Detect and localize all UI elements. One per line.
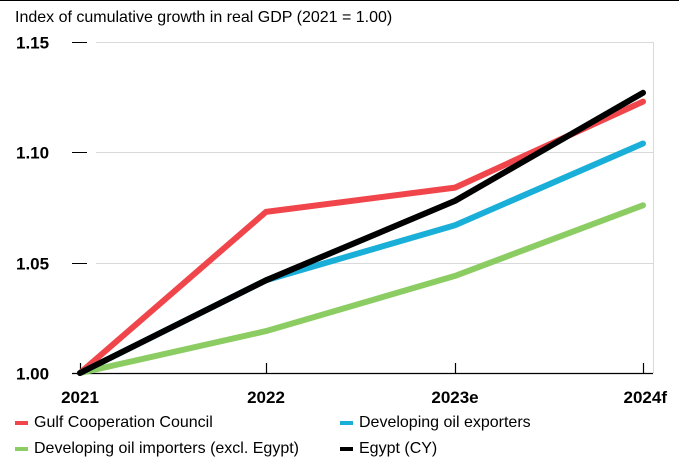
x-tick-label: 2023e: [431, 388, 478, 407]
y-tick-label: 1.10: [16, 144, 49, 163]
legend-item-gcc: Gulf Cooperation Council: [15, 413, 213, 433]
y-tick-label: 1.00: [16, 365, 49, 384]
legend-swatch-gcc: [15, 421, 28, 425]
legend: Gulf Cooperation Council Developing oil …: [0, 410, 679, 464]
x-tick-label: 2024f: [624, 388, 668, 407]
legend-swatch-egypt: [340, 447, 353, 451]
y-tick-label: 1.15: [16, 34, 49, 53]
legend-item-egypt: Egypt (CY): [340, 439, 437, 459]
x-tick-label: 2022: [247, 388, 285, 407]
series-line-egypt: [77, 89, 646, 376]
legend-label-gcc: Gulf Cooperation Council: [34, 414, 213, 431]
legend-swatch-oil-importers: [15, 447, 28, 451]
legend-label-oil-importers: Developing oil importers (excl. Egypt): [34, 440, 299, 457]
series-line-oil-exporters: [77, 140, 646, 376]
legend-label-egypt: Egypt (CY): [359, 440, 438, 457]
series-line-oil-importers: [77, 202, 646, 376]
legend-item-oil-importers: Developing oil importers (excl. Egypt): [15, 439, 299, 459]
chart-title: Index of cumulative growth in real GDP (…: [15, 9, 392, 26]
legend-label-oil-exporters: Developing oil exporters: [359, 414, 531, 431]
y-tick-label: 1.05: [16, 255, 49, 274]
legend-swatch-oil-exporters: [340, 421, 353, 425]
legend-item-oil-exporters: Developing oil exporters: [340, 413, 531, 433]
x-tick-label: 2021: [61, 388, 99, 407]
